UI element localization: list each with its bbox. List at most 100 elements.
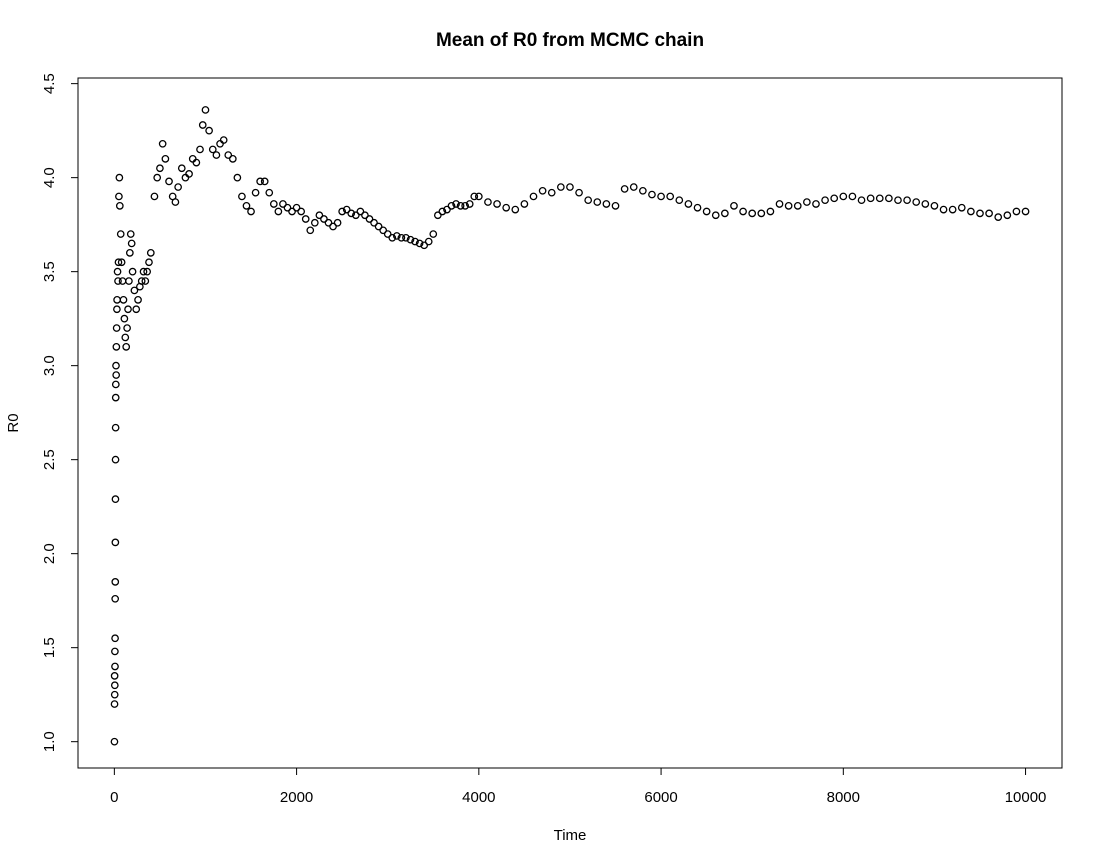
data-point <box>894 196 902 205</box>
data-point <box>111 538 120 547</box>
data-point <box>112 343 121 351</box>
data-point <box>121 333 130 342</box>
data-point <box>288 207 296 216</box>
data-point <box>666 192 675 201</box>
data-point <box>415 239 424 248</box>
data-point <box>114 277 122 285</box>
data-point <box>113 305 121 314</box>
data-point <box>283 203 292 212</box>
data-point <box>110 681 119 690</box>
data-point <box>793 201 802 210</box>
data-point <box>857 196 866 205</box>
data-point <box>181 173 190 182</box>
data-point <box>320 215 328 223</box>
data-point <box>185 170 193 178</box>
data-point <box>957 203 966 212</box>
x-tick-label: 2000 <box>280 789 313 806</box>
data-point <box>177 164 186 173</box>
data-point <box>402 233 410 242</box>
data-point <box>224 151 233 159</box>
data-point <box>114 258 123 267</box>
data-point <box>247 207 255 216</box>
data-point <box>379 226 388 235</box>
data-point <box>547 188 556 197</box>
data-point <box>976 209 984 218</box>
data-point <box>338 207 347 216</box>
data-point <box>110 737 119 746</box>
data-point <box>474 192 483 201</box>
data-point <box>803 198 811 206</box>
y-tick-label: 2.0 <box>41 543 58 564</box>
data-point <box>470 192 479 201</box>
data-point <box>848 192 857 201</box>
data-point <box>429 230 438 238</box>
data-point <box>730 201 738 210</box>
data-point <box>201 106 210 114</box>
data-point <box>306 226 315 235</box>
data-point <box>370 218 378 227</box>
y-tick-label: 3.0 <box>41 355 58 376</box>
data-point <box>875 194 884 203</box>
data-point <box>301 215 310 223</box>
y-tick-label: 3.5 <box>41 261 58 282</box>
data-point <box>171 198 180 206</box>
x-tick-label: 4000 <box>462 789 495 806</box>
data-point <box>351 211 360 220</box>
data-point <box>424 237 433 246</box>
data-point <box>269 200 278 208</box>
data-point <box>511 205 520 214</box>
data-point <box>111 662 119 671</box>
data-point <box>158 139 167 148</box>
data-point <box>493 200 501 208</box>
data-point <box>784 201 793 210</box>
data-point <box>333 218 342 227</box>
data-point <box>812 200 820 208</box>
data-point <box>702 207 711 216</box>
data-point <box>575 188 583 197</box>
data-point <box>438 207 447 216</box>
data-point <box>111 455 120 464</box>
data-point <box>383 230 392 238</box>
data-point <box>274 207 283 216</box>
data-point <box>117 258 126 267</box>
data-point <box>116 230 125 238</box>
data-point <box>126 230 135 238</box>
x-tick-label: 6000 <box>644 789 677 806</box>
data-point <box>123 324 131 332</box>
data-point <box>111 380 120 389</box>
data-point <box>939 205 948 214</box>
y-tick-label: 4.0 <box>41 167 58 188</box>
data-point <box>141 277 150 285</box>
data-point <box>125 249 134 257</box>
data-point <box>556 183 565 191</box>
data-point <box>125 277 133 285</box>
data-point <box>721 209 729 218</box>
data-point <box>119 296 128 304</box>
data-point <box>196 145 204 154</box>
data-point <box>766 207 775 216</box>
data-point <box>310 218 319 227</box>
data-point <box>279 200 287 208</box>
data-point <box>639 186 647 195</box>
data-point <box>529 192 538 201</box>
data-point <box>684 200 693 208</box>
data-point <box>757 209 766 218</box>
data-point <box>120 314 129 323</box>
data-point <box>130 286 139 295</box>
data-point <box>132 305 141 314</box>
data-point <box>216 139 224 148</box>
data-point <box>693 203 702 212</box>
data-point <box>112 371 121 379</box>
data-point <box>110 700 119 708</box>
data-point <box>208 145 217 154</box>
y-tick-label: 4.5 <box>41 73 58 94</box>
data-point <box>397 233 406 242</box>
data-point <box>388 233 397 242</box>
data-point <box>967 207 975 216</box>
data-point <box>538 186 547 195</box>
data-point <box>912 198 921 206</box>
data-point <box>329 222 337 231</box>
data-point <box>118 277 127 285</box>
data-point <box>198 121 207 129</box>
